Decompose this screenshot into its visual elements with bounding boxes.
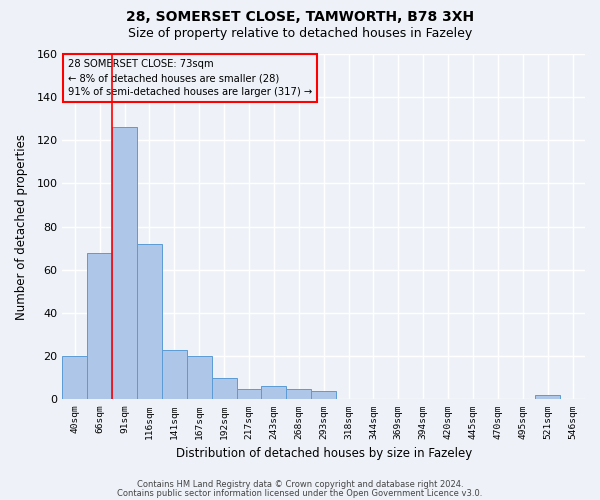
- Text: Size of property relative to detached houses in Fazeley: Size of property relative to detached ho…: [128, 28, 472, 40]
- Bar: [137, 244, 162, 400]
- Bar: [162, 350, 187, 400]
- Text: Contains HM Land Registry data © Crown copyright and database right 2024.: Contains HM Land Registry data © Crown c…: [137, 480, 463, 489]
- Text: 28 SOMERSET CLOSE: 73sqm
← 8% of detached houses are smaller (28)
91% of semi-de: 28 SOMERSET CLOSE: 73sqm ← 8% of detache…: [68, 59, 312, 97]
- Bar: [311, 390, 336, 400]
- Bar: [187, 356, 212, 400]
- Bar: [262, 386, 286, 400]
- X-axis label: Distribution of detached houses by size in Fazeley: Distribution of detached houses by size …: [176, 447, 472, 460]
- Y-axis label: Number of detached properties: Number of detached properties: [15, 134, 28, 320]
- Bar: [212, 378, 236, 400]
- Bar: [286, 388, 311, 400]
- Bar: [236, 388, 262, 400]
- Bar: [87, 252, 112, 400]
- Text: 28, SOMERSET CLOSE, TAMWORTH, B78 3XH: 28, SOMERSET CLOSE, TAMWORTH, B78 3XH: [126, 10, 474, 24]
- Bar: [535, 395, 560, 400]
- Bar: [62, 356, 87, 400]
- Text: Contains public sector information licensed under the Open Government Licence v3: Contains public sector information licen…: [118, 488, 482, 498]
- Bar: [112, 128, 137, 400]
